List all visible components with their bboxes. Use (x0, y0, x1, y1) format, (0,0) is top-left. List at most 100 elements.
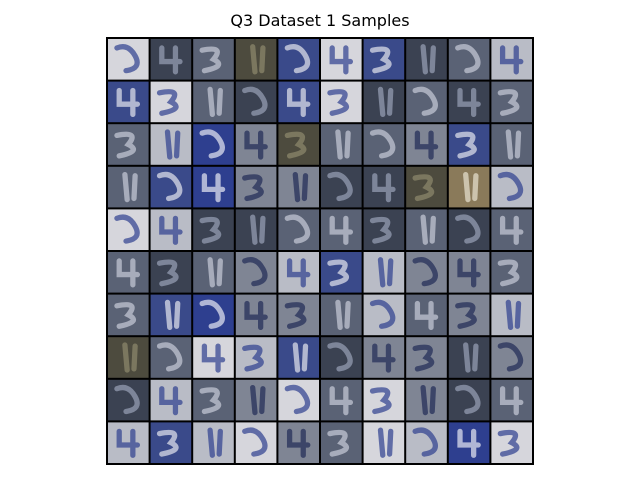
sample-tile (448, 337, 490, 378)
sample-glyph (159, 386, 183, 416)
sample-tile (491, 294, 532, 336)
sample-tile (491, 422, 532, 463)
sample-tile-background (108, 379, 149, 421)
sample-tile-background (235, 81, 277, 123)
sample-tile (235, 81, 277, 123)
sample-glyph (457, 87, 481, 118)
sample-tile-background (406, 81, 447, 123)
sample-tile (108, 337, 149, 378)
sample-tile (321, 379, 362, 421)
sample-glyph (199, 46, 222, 74)
sample-tile (363, 294, 405, 336)
sample-glyph (497, 171, 524, 202)
sample-glyph (327, 259, 350, 287)
sample-tile (406, 294, 447, 336)
sample-tile (491, 379, 532, 421)
sample-tile (193, 422, 234, 463)
sample-glyph (159, 215, 183, 245)
sample-glyph (420, 44, 436, 75)
sample-glyph (284, 384, 311, 415)
sample-glyph (455, 302, 477, 329)
sample-tile (363, 39, 405, 80)
sample-tile (193, 209, 234, 250)
sample-glyph (116, 258, 141, 288)
sample-tile-background (448, 209, 490, 250)
sample-glyph (505, 129, 522, 160)
sample-glyph (377, 257, 394, 288)
sample-glyph (369, 129, 396, 159)
sample-glyph (412, 86, 438, 116)
sample-glyph (414, 130, 439, 160)
sample-tile (235, 252, 277, 293)
sample-tile (406, 124, 447, 165)
sample-glyph (284, 131, 307, 159)
sample-glyph (250, 214, 266, 245)
sample-glyph (369, 387, 392, 415)
sample-tile-background (193, 294, 234, 336)
sample-glyph (156, 171, 183, 202)
sample-glyph (455, 214, 481, 244)
sample-glyph (250, 384, 266, 416)
sample-glyph (497, 89, 520, 116)
sample-tile (193, 252, 234, 293)
sample-tile (278, 252, 319, 293)
sample-glyph (455, 44, 481, 74)
sample-glyph (242, 427, 268, 457)
sample-glyph (369, 299, 396, 329)
sample-tile-background (448, 379, 490, 421)
sample-tile (448, 252, 490, 293)
sample-glyph (499, 45, 524, 75)
sample-glyph (335, 299, 351, 331)
sample-tile (491, 81, 532, 123)
sample-glyph (497, 342, 524, 372)
sample-glyph (420, 384, 436, 416)
sample-glyph (414, 300, 439, 331)
sample-tile (278, 422, 319, 463)
sample-tile (448, 294, 490, 336)
sample-glyph (412, 427, 438, 457)
sample-glyph (420, 214, 436, 245)
sample-glyph (156, 429, 179, 457)
sample-glyph (159, 45, 183, 75)
figure-title: Q3 Dataset 1 Samples (230, 11, 410, 30)
sample-tile (193, 294, 234, 336)
sample-glyph (242, 174, 264, 202)
sample-tile (278, 337, 319, 378)
sample-tile (406, 337, 447, 378)
sample-tile (278, 209, 319, 250)
sample-glyph (497, 429, 520, 457)
sample-tile (108, 422, 149, 463)
sample-tile (363, 337, 405, 378)
sample-glyph (372, 343, 396, 373)
sample-tile (108, 124, 149, 165)
sample-tile (193, 81, 234, 123)
sample-glyph (377, 427, 394, 458)
sample-tile (150, 209, 192, 250)
sample-glyph (116, 428, 141, 458)
sample-glyph (327, 342, 353, 372)
sample-tile (193, 379, 234, 421)
sample-tile (406, 81, 447, 123)
sample-glyph (156, 259, 179, 287)
sample-glyph (207, 86, 223, 118)
sample-tile (235, 166, 277, 208)
sample-tile-background (406, 252, 447, 293)
sample-glyph (114, 131, 137, 159)
sample-tile (193, 124, 234, 165)
sample-tile (235, 294, 277, 336)
sample-tile-background (363, 124, 405, 165)
sample-glyph (244, 300, 268, 331)
sample-glyph (369, 46, 392, 74)
sample-glyph (372, 173, 396, 203)
sample-tile (150, 166, 192, 208)
sample-tile-background (278, 209, 319, 250)
sample-tile (448, 166, 490, 208)
sample-tile-background (150, 166, 192, 208)
sample-glyph (201, 173, 226, 203)
sample-tile (406, 166, 447, 208)
sample-tile (108, 209, 149, 250)
sample-tile-background (278, 39, 319, 80)
sample-tile-background (108, 39, 149, 80)
sample-tile (235, 422, 277, 463)
sample-glyph (116, 87, 141, 118)
